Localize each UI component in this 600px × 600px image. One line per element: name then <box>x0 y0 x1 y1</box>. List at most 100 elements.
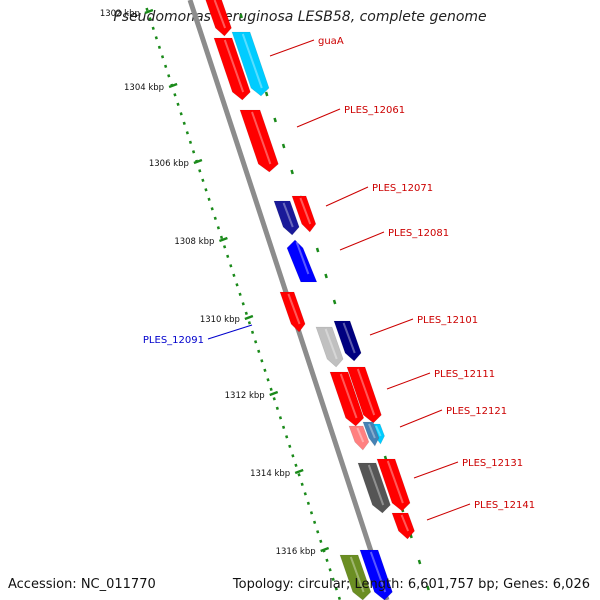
gene-features <box>205 0 415 600</box>
outer-tick <box>281 143 286 149</box>
scale-minor-tick <box>257 349 261 353</box>
gene-arrow[interactable] <box>346 366 382 424</box>
scale-minor-tick <box>275 406 279 410</box>
scale-minor-tick <box>278 416 283 420</box>
scale-major-tick <box>168 82 178 89</box>
outer-tick <box>273 117 277 123</box>
scale-minor-tick <box>154 36 158 40</box>
gene-arrow[interactable] <box>391 512 415 540</box>
gene-label[interactable]: PLES_12131 <box>462 458 523 469</box>
label-leader-line <box>399 409 443 428</box>
scale-major-tick <box>244 314 254 321</box>
scale-minor-tick <box>266 378 270 382</box>
outer-tick <box>324 273 328 279</box>
gene-arrow[interactable] <box>357 462 391 514</box>
scale-minor-tick <box>337 596 342 600</box>
scale-minor-tick <box>185 131 189 135</box>
gene-arrow[interactable] <box>291 195 317 233</box>
scale-minor-tick <box>188 140 193 144</box>
gene-arrow-highlight <box>356 427 365 443</box>
scale-minor-tick <box>238 292 242 296</box>
scale-minor-tick <box>219 235 224 239</box>
outer-tick <box>417 559 422 565</box>
gene-arrow[interactable] <box>231 31 270 97</box>
scale-minor-tick <box>272 397 276 401</box>
gene-arrow-highlight <box>324 328 338 360</box>
gene-label[interactable]: PLES_12061 <box>344 105 405 116</box>
label-leader-line <box>426 503 471 521</box>
gene-arrow[interactable] <box>339 554 372 600</box>
label-leader-line <box>339 231 385 251</box>
scale-minor-tick <box>210 207 214 211</box>
gene-label[interactable]: guaA <box>318 36 344 47</box>
scale-minor-tick <box>244 311 248 315</box>
scale-tick-label: 1316 kbp <box>276 547 316 557</box>
scale-minor-tick <box>173 93 177 97</box>
scale-minor-tick <box>151 26 155 30</box>
gene-arrow[interactable] <box>348 425 370 451</box>
gene-arrow[interactable] <box>359 549 393 600</box>
gene-arrow-highlight <box>386 460 404 504</box>
scale-minor-tick <box>316 530 320 534</box>
scale-tick-label: 1302 kbp <box>100 9 140 19</box>
scale-minor-tick <box>260 359 264 363</box>
gene-arrow-highlight <box>349 556 365 593</box>
outer-tick <box>239 13 243 19</box>
scale-minor-tick <box>235 283 239 287</box>
label-leader-line <box>296 108 341 128</box>
scale-minor-tick <box>213 216 217 220</box>
gene-arrow-highlight <box>295 241 310 275</box>
gene-arrow[interactable] <box>333 320 362 362</box>
scale-minor-tick <box>269 387 273 391</box>
scale-minor-tick <box>288 444 292 448</box>
scale-minor-tick <box>254 340 258 344</box>
gene-arrow[interactable] <box>239 109 279 173</box>
scale-minor-tick <box>179 112 183 116</box>
gene-arrow[interactable] <box>376 458 411 512</box>
scale-minor-tick <box>201 178 205 182</box>
scale-minor-tick <box>281 425 286 429</box>
gene-arrow[interactable] <box>279 291 306 333</box>
scale-minor-tick <box>294 463 298 467</box>
scale-major-tick <box>294 468 304 475</box>
gene-label[interactable]: PLES_12101 <box>417 315 478 326</box>
gene-label[interactable]: PLES_12071 <box>372 183 433 194</box>
scale-minor-tick <box>198 169 202 173</box>
gene-arrow-highlight <box>287 293 301 325</box>
scale-minor-tick <box>241 302 245 306</box>
scale-minor-tick <box>297 473 301 477</box>
gene-arrow-highlight <box>356 368 376 416</box>
gene-label[interactable]: PLES_12111 <box>434 369 495 380</box>
scale-minor-tick <box>306 501 310 505</box>
scale-major-tick <box>320 546 330 553</box>
gene-arrow[interactable] <box>286 239 318 283</box>
scale-minor-tick <box>176 102 180 106</box>
gene-label[interactable]: PLES_12081 <box>388 228 449 239</box>
outer-tick <box>332 299 337 305</box>
scale-minor-tick <box>291 454 295 458</box>
gene-arrow-highlight <box>223 39 245 93</box>
gene-label[interactable]: PLES_12141 <box>474 500 535 511</box>
gene-arrow[interactable] <box>329 371 365 427</box>
gene-label[interactable]: PLES_12091 <box>143 335 204 346</box>
scale-minor-tick <box>319 539 323 543</box>
gene-arrow-highlight <box>282 202 294 228</box>
scale-minor-tick <box>207 197 211 201</box>
gene-label[interactable]: PLES_12121 <box>446 406 507 417</box>
gene-arrow[interactable] <box>273 200 300 236</box>
gene-arrow-highlight <box>369 551 387 593</box>
scale-minor-tick <box>229 264 233 268</box>
gene-arrow[interactable] <box>213 37 251 101</box>
genome-title: Pseudomonas aeruginosa LESB58, complete … <box>113 9 487 25</box>
label-leader-line <box>207 324 253 340</box>
scale-minor-tick <box>263 368 267 372</box>
label-leader-line <box>269 39 315 57</box>
gene-arrow[interactable] <box>315 326 344 368</box>
gene-arrow[interactable] <box>362 421 380 447</box>
accession-text: Accession: NC_011770 <box>8 577 156 592</box>
gene-arrow[interactable] <box>205 0 232 37</box>
scale-minor-tick <box>148 17 152 21</box>
scale-tick-label: 1310 kbp <box>200 315 240 325</box>
gene-arrow-highlight <box>368 423 376 439</box>
